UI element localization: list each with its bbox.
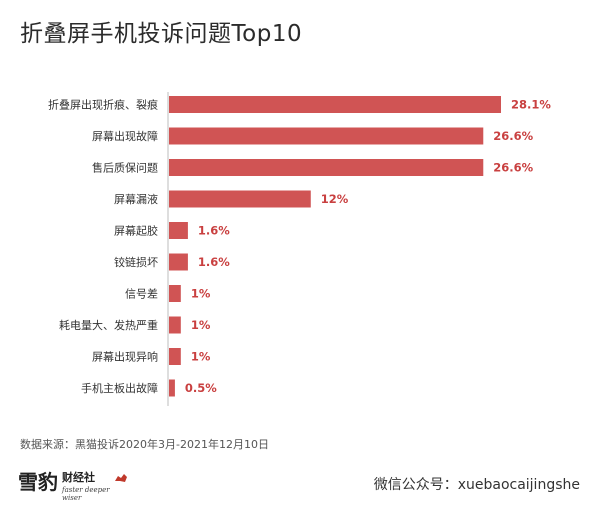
value-label: 26.6% [493, 161, 533, 175]
category-label: 屏幕出现异响 [92, 350, 158, 364]
data-source: 数据来源：黑猫投诉2020年3月-2021年12月10日 [20, 438, 269, 451]
bar [169, 379, 175, 397]
value-label: 26.6% [493, 129, 533, 143]
value-label: 1% [191, 318, 211, 332]
category-label: 售后质保问题 [92, 161, 158, 175]
logo: 雪豹 财经社 faster deeper wiser [18, 466, 128, 502]
logo-name: 财经社 [62, 471, 95, 484]
bar-chart: 折叠屏出现折痕、裂痕 28.1% 屏幕出现故障 26.6% 售后质保问题 26.6% 屏幕漏… [48, 92, 551, 406]
wechat-account: 微信公众号：xuebaocaijingshe [373, 477, 580, 493]
value-label: 12% [321, 192, 349, 206]
value-label: 1.6% [198, 255, 230, 269]
leopard-icon [115, 474, 127, 482]
value-label: 1% [191, 287, 211, 301]
logo-slogan: faster deeper wiser [62, 486, 110, 502]
bar [169, 316, 181, 334]
category-label: 屏幕漏液 [114, 192, 158, 206]
bar [169, 190, 311, 208]
bar [169, 222, 188, 239]
category-label: 耗电量大、发热严重 [59, 318, 158, 332]
value-label: 0.5% [185, 381, 217, 395]
value-label: 1.6% [198, 224, 230, 238]
bar [169, 348, 181, 365]
bar [169, 253, 188, 271]
category-label: 手机主板出故障 [81, 381, 158, 395]
bar [169, 159, 484, 176]
category-label: 屏幕出现故障 [92, 129, 158, 143]
bar [169, 96, 501, 113]
chart-title: 折叠屏手机投诉问题Top10 [20, 21, 303, 47]
category-label: 铰链损坏 [114, 255, 158, 269]
category-label: 信号差 [125, 287, 158, 301]
logo-mark-text: 雪豹 [18, 470, 58, 494]
category-label: 屏幕起胶 [114, 224, 158, 238]
value-label: 28.1% [511, 98, 551, 112]
bar [169, 127, 484, 145]
category-label: 折叠屏出现折痕、裂痕 [48, 98, 158, 112]
value-label: 1% [191, 350, 211, 364]
bar [169, 285, 181, 302]
